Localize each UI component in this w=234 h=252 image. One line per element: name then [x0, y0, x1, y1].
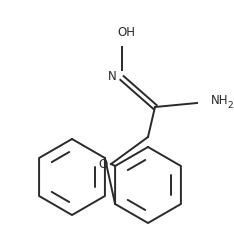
Text: N: N [108, 70, 116, 82]
Text: 2: 2 [227, 102, 233, 110]
Text: O: O [99, 158, 108, 171]
Text: NH: NH [211, 94, 228, 108]
Text: OH: OH [117, 26, 135, 40]
